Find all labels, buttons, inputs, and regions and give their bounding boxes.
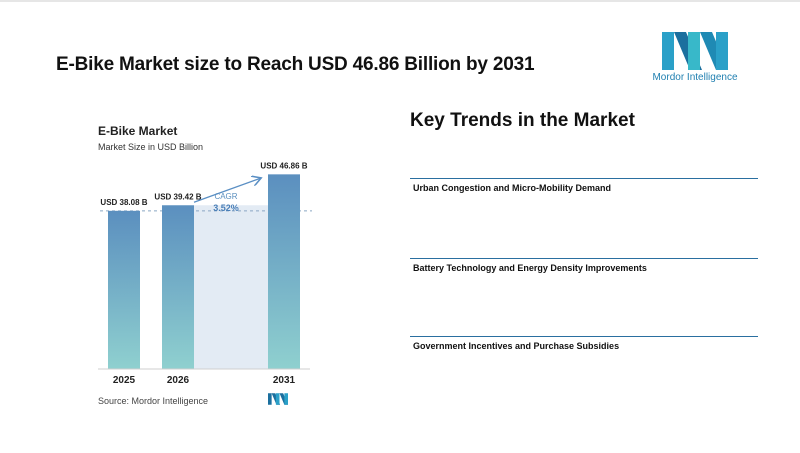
trend-item-government-incentives: Government Incentives and Purchase Subsi… [410, 336, 758, 351]
value-label-2026: USD 39.42 B [154, 192, 201, 201]
brand-name: Mordor Intelligence [652, 72, 738, 83]
source-logo-icon [268, 393, 288, 405]
bar-2025 [108, 210, 140, 369]
bar-2031 [268, 174, 300, 369]
bar-2026 [162, 205, 194, 369]
cagr-value: 3.52% [213, 203, 239, 213]
trend-item-battery-technology: Battery Technology and Energy Density Im… [410, 258, 758, 273]
chart-subtitle: Market Size in USD Billion [98, 142, 204, 152]
brand-logo: Mordor Intelligence [640, 30, 750, 90]
tick-label-2031: 2031 [273, 375, 296, 386]
trend-item-urban-congestion: Urban Congestion and Micro-Mobility Dema… [410, 178, 758, 193]
mordor-intelligence-logo-icon [662, 32, 728, 70]
chart-source: Source: Mordor Intelligence [98, 396, 209, 406]
page-title: E-Bike Market size to Reach USD 46.86 Bi… [56, 54, 535, 75]
tick-label-2025: 2025 [113, 375, 136, 386]
cagr-arrow [193, 178, 260, 203]
trends-title: Key Trends in the Market [410, 110, 635, 131]
growth-band [194, 205, 268, 369]
value-label-2025: USD 38.08 B [100, 198, 147, 207]
cagr-label: CAGR [214, 192, 237, 201]
top-rule [0, 0, 800, 2]
value-label-2031: USD 46.86 B [260, 161, 307, 170]
tick-label-2026: 2026 [167, 375, 190, 386]
chart-title: E-Bike Market [98, 124, 178, 138]
